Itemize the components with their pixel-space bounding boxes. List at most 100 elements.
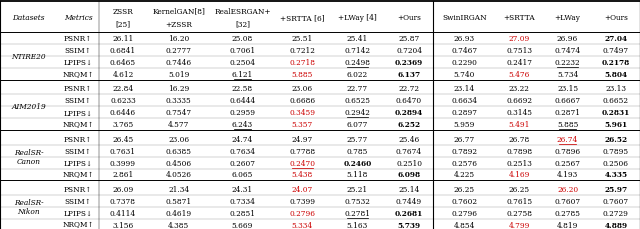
Text: +SRTTA: +SRTTA	[504, 14, 535, 22]
Text: 0.2871: 0.2871	[555, 109, 580, 117]
Text: 23.06: 23.06	[168, 135, 189, 143]
Text: 4.335: 4.335	[604, 171, 627, 179]
Text: 27.04: 27.04	[604, 35, 627, 43]
Text: 5.959: 5.959	[454, 121, 475, 129]
Text: 4.854: 4.854	[454, 221, 475, 229]
Text: 0.3145: 0.3145	[506, 109, 532, 117]
Text: 0.7634: 0.7634	[230, 147, 255, 155]
Text: 0.2681: 0.2681	[395, 209, 423, 217]
Text: NRQM↑: NRQM↑	[62, 121, 94, 129]
Text: ZSSR: ZSSR	[113, 8, 133, 16]
Text: 0.2460: 0.2460	[343, 159, 371, 167]
Text: 0.7061: 0.7061	[229, 47, 255, 55]
Text: 6.252: 6.252	[397, 121, 420, 129]
Text: 0.6692: 0.6692	[506, 97, 532, 105]
Text: 26.77: 26.77	[454, 135, 475, 143]
Text: 0.7788: 0.7788	[289, 147, 316, 155]
Text: 0.2504: 0.2504	[230, 59, 255, 67]
Text: 26.93: 26.93	[454, 35, 475, 43]
Text: 0.2758: 0.2758	[506, 209, 532, 217]
Text: 5.476: 5.476	[509, 71, 530, 79]
Text: 0.7399: 0.7399	[289, 197, 315, 205]
Text: 6.065: 6.065	[232, 171, 253, 179]
Text: NRQM↑: NRQM↑	[62, 221, 94, 229]
Text: 0.7204: 0.7204	[396, 47, 422, 55]
Text: 0.6652: 0.6652	[603, 97, 629, 105]
Text: 0.6385: 0.6385	[166, 147, 191, 155]
Text: 4.169: 4.169	[509, 171, 530, 179]
Text: 0.2498: 0.2498	[344, 59, 371, 67]
Text: 0.2796: 0.2796	[289, 209, 315, 217]
Text: NRQM↑: NRQM↑	[62, 171, 94, 179]
Text: LPIPS↓: LPIPS↓	[63, 209, 93, 217]
Text: 0.2470: 0.2470	[289, 159, 315, 167]
Text: 6.137: 6.137	[397, 71, 420, 79]
Text: 0.2718: 0.2718	[289, 59, 315, 67]
Text: 5.734: 5.734	[557, 71, 578, 79]
Text: SSIM↑: SSIM↑	[65, 97, 92, 105]
Text: 6.243: 6.243	[232, 121, 253, 129]
Text: PSNR↑: PSNR↑	[64, 35, 92, 43]
Text: SSIM↑: SSIM↑	[65, 197, 92, 205]
Text: 0.7615: 0.7615	[506, 197, 532, 205]
Text: 0.2897: 0.2897	[451, 109, 477, 117]
Text: 0.6667: 0.6667	[554, 97, 580, 105]
Text: +Ours: +Ours	[397, 14, 421, 22]
Text: 26.25: 26.25	[509, 185, 530, 193]
Text: +LWay [4]: +LWay [4]	[338, 14, 377, 22]
Text: 25.87: 25.87	[399, 35, 420, 43]
Text: 0.7474: 0.7474	[554, 47, 580, 55]
Text: 22.84: 22.84	[113, 85, 134, 93]
Text: 0.7892: 0.7892	[451, 147, 477, 155]
Text: 0.2290: 0.2290	[451, 59, 477, 67]
Text: 0.2894: 0.2894	[395, 109, 423, 117]
Text: 26.09: 26.09	[112, 185, 134, 193]
Text: 6.077: 6.077	[347, 121, 368, 129]
Text: 23.15: 23.15	[557, 85, 578, 93]
Text: 26.11: 26.11	[112, 35, 134, 43]
Text: +Ours: +Ours	[604, 14, 628, 22]
Text: 0.2417: 0.2417	[506, 59, 532, 67]
Text: 22.77: 22.77	[347, 85, 368, 93]
Text: 0.4114: 0.4114	[110, 209, 136, 217]
Text: 0.6470: 0.6470	[396, 97, 422, 105]
Text: 0.7631: 0.7631	[110, 147, 136, 155]
Text: 0.2506: 0.2506	[603, 159, 629, 167]
Text: 23.13: 23.13	[605, 85, 627, 93]
Text: KernelGAN[8]: KernelGAN[8]	[152, 8, 205, 16]
Text: 4.225: 4.225	[454, 171, 475, 179]
Text: 5.740: 5.740	[454, 71, 475, 79]
Text: 0.2607: 0.2607	[230, 159, 255, 167]
Text: 4.193: 4.193	[557, 171, 578, 179]
Text: 0.6465: 0.6465	[110, 59, 136, 67]
Text: 0.7896: 0.7896	[554, 147, 580, 155]
Text: 0.7532: 0.7532	[344, 197, 371, 205]
Text: SSIM↑: SSIM↑	[65, 147, 92, 155]
Text: 0.7602: 0.7602	[451, 197, 477, 205]
Text: 25.14: 25.14	[399, 185, 420, 193]
Text: [32]: [32]	[235, 21, 250, 29]
Text: 5.739: 5.739	[397, 221, 420, 229]
Text: 0.7449: 0.7449	[396, 197, 422, 205]
Text: 5.163: 5.163	[347, 221, 368, 229]
Text: 0.3459: 0.3459	[289, 109, 315, 117]
Text: LPIPS↓: LPIPS↓	[63, 109, 93, 117]
Text: 24.07: 24.07	[292, 185, 313, 193]
Text: 0.2777: 0.2777	[166, 47, 191, 55]
Text: AIM2019: AIM2019	[12, 103, 46, 111]
Text: 5.438: 5.438	[292, 171, 313, 179]
Text: 2.861: 2.861	[112, 171, 134, 179]
Text: 5.804: 5.804	[604, 71, 627, 79]
Text: 0.2831: 0.2831	[602, 109, 630, 117]
Text: 4.0526: 4.0526	[166, 171, 191, 179]
Text: PSNR↑: PSNR↑	[64, 85, 92, 93]
Text: 0.6233: 0.6233	[110, 97, 136, 105]
Text: SwinIRGAN: SwinIRGAN	[442, 14, 486, 22]
Text: 25.77: 25.77	[347, 135, 368, 143]
Text: 0.3335: 0.3335	[166, 97, 191, 105]
Text: 0.2576: 0.2576	[451, 159, 477, 167]
Text: 4.577: 4.577	[168, 121, 189, 129]
Text: 0.6634: 0.6634	[451, 97, 477, 105]
Text: 0.7378: 0.7378	[110, 197, 136, 205]
Text: 23.22: 23.22	[509, 85, 530, 93]
